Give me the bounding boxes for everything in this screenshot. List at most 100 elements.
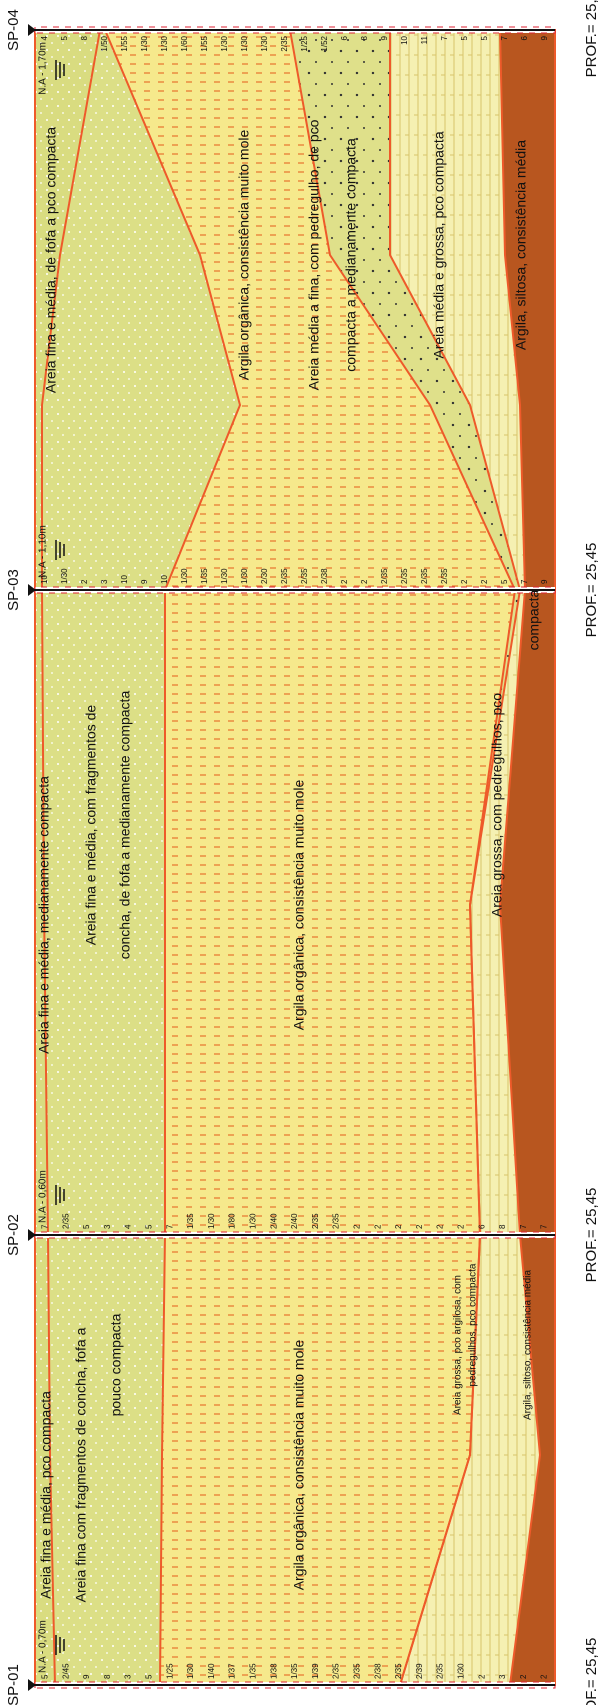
borehole-name: SP-02 xyxy=(5,1214,22,1256)
water-level: N.A - 1,70m xyxy=(38,42,49,95)
layer-label: Argila orgânica, consistência muito mole xyxy=(291,1340,307,1591)
spt-value: 2 xyxy=(457,1224,466,1229)
spt-value: 2/35 xyxy=(436,1663,445,1679)
spt-value: 1/25 xyxy=(165,1663,174,1679)
spt-value: 9 xyxy=(140,579,149,584)
layer-label: Argila orgânica, consistência muito mole xyxy=(236,130,252,381)
spt-value: 2/35 xyxy=(280,568,289,584)
layer-label: compacta a medianamente compacta xyxy=(343,138,359,372)
spt-value: 1/30 xyxy=(457,1663,466,1679)
spt-value: 7 xyxy=(440,35,449,40)
spt-value: 7 xyxy=(500,35,509,40)
spt-value: 10 xyxy=(160,575,169,584)
borehole-name: SP-03 xyxy=(5,569,22,611)
layer-label: Areia grossa, com pedregulhos, pco xyxy=(489,693,505,917)
spt-value: 6 xyxy=(340,35,349,40)
spt-value: 5 xyxy=(82,1224,91,1229)
spt-value: 10 xyxy=(40,575,49,584)
spt-value: 9 xyxy=(540,35,549,40)
spt-value: 7 xyxy=(41,1224,50,1229)
spt-value: 2/35 xyxy=(61,1213,70,1229)
spt-value: 5 xyxy=(60,35,69,40)
layer-boundary xyxy=(498,29,542,1686)
spt-value: 5 xyxy=(480,35,489,40)
soil-pattern xyxy=(390,30,540,1685)
spt-value: 1/35 xyxy=(290,1663,299,1679)
layer-label: Argila orgânica, consistência muito mole xyxy=(291,780,307,1031)
layer-label: Areia média a fina, com pedregulho, de p… xyxy=(306,119,322,390)
borehole-name: SP-01 xyxy=(5,1664,22,1705)
spt-value: 2/35 xyxy=(311,1213,320,1229)
layer-label: Areia fina com fragmentos de concha, fof… xyxy=(73,1327,89,1602)
spt-value: 2 xyxy=(477,1674,486,1679)
spt-value: 11 xyxy=(420,35,429,44)
spt-value: 2/35 xyxy=(420,568,429,584)
borehole-depth: PROF.= 25,45 xyxy=(583,1188,600,1283)
spt-value: 2 xyxy=(353,1224,362,1229)
spt-value: 2/35 xyxy=(394,1663,403,1679)
spt-value: 5 xyxy=(41,1674,50,1679)
spt-value: 3 xyxy=(498,1674,507,1679)
spt-value: 1/30 xyxy=(207,1213,216,1229)
borehole-depth: PROF.= 25,45 xyxy=(583,543,600,638)
spt-value: 9 xyxy=(540,579,549,584)
spt-value: 1/80 xyxy=(228,1213,237,1229)
spt-value: 2/35 xyxy=(380,568,389,584)
spt-value: 2/45 xyxy=(61,1663,70,1679)
borehole-depth: PROF.= 25,45 xyxy=(583,0,600,77)
spt-value: 5 xyxy=(500,579,509,584)
spt-value: 1/39 xyxy=(311,1663,320,1679)
layer-label: Argila, siltoso, consistência média xyxy=(523,1270,534,1421)
water-level: N.A - 0,60m xyxy=(38,1170,49,1223)
soil-pattern xyxy=(290,30,520,1685)
spt-value: 1/30 xyxy=(160,35,169,51)
spt-value: 1/60 xyxy=(180,35,189,51)
spt-value: 1/30 xyxy=(220,35,229,51)
spt-value: 2 xyxy=(394,1224,403,1229)
layer-label: Areia fina e média, com fragmentos de xyxy=(83,705,99,946)
spt-value: 9 xyxy=(380,35,389,40)
spt-value: 2/40 xyxy=(290,1213,299,1229)
spt-value: 2 xyxy=(340,579,349,584)
spt-value: 1/50 xyxy=(100,35,109,51)
spt-value: 2 xyxy=(415,1224,424,1229)
layer-label: Areia fina e média, pco compacta xyxy=(38,1391,54,1599)
spt-value: 2 xyxy=(360,579,369,584)
soil-layer xyxy=(500,30,555,1685)
spt-value: 2/40 xyxy=(269,1213,278,1229)
spt-value: 1/55 xyxy=(200,35,209,51)
spt-value: 2 xyxy=(373,1224,382,1229)
spt-value: 1/30 xyxy=(60,568,69,584)
spt-value: 1/30 xyxy=(186,1663,195,1679)
spt-value: 1/52 xyxy=(320,35,329,51)
borehole-head xyxy=(28,584,36,596)
spt-value: 8 xyxy=(103,1674,112,1679)
spt-value: 2 xyxy=(540,1674,549,1679)
spt-value: 2 xyxy=(80,579,89,584)
spt-value: 1/37 xyxy=(228,1663,237,1679)
spt-value: 2 xyxy=(436,1224,445,1229)
spt-value: 6 xyxy=(520,35,529,40)
spt-value: 7 xyxy=(520,579,529,584)
spt-value: 1/30 xyxy=(249,1213,258,1229)
borehole-head xyxy=(28,1679,36,1691)
spt-value: 7 xyxy=(519,1224,528,1229)
spt-value: 8 xyxy=(360,35,369,40)
layer-label: pedregulhos, pco compacta xyxy=(468,1263,479,1386)
layer-label: Areia média e grossa, pco compacta xyxy=(431,131,447,358)
spt-value: 1/30 xyxy=(180,568,189,584)
spt-value: 1/30 xyxy=(140,35,149,51)
spt-value: 2/30 xyxy=(260,568,269,584)
spt-value: 7 xyxy=(165,1224,174,1229)
borehole-head xyxy=(28,24,36,36)
spt-value: 2 xyxy=(460,579,469,584)
spt-value: 2/38 xyxy=(320,568,329,584)
layer-label: Areia grossa, pco argilosa, com xyxy=(453,1275,464,1415)
spt-value: 2 xyxy=(480,579,489,584)
spt-value: 7 xyxy=(540,1224,549,1229)
soil-pattern xyxy=(35,30,100,1685)
layer-boundary xyxy=(104,29,242,1686)
water-level: N.A - 0,70m xyxy=(38,1620,49,1673)
spt-value: 2/35 xyxy=(300,568,309,584)
